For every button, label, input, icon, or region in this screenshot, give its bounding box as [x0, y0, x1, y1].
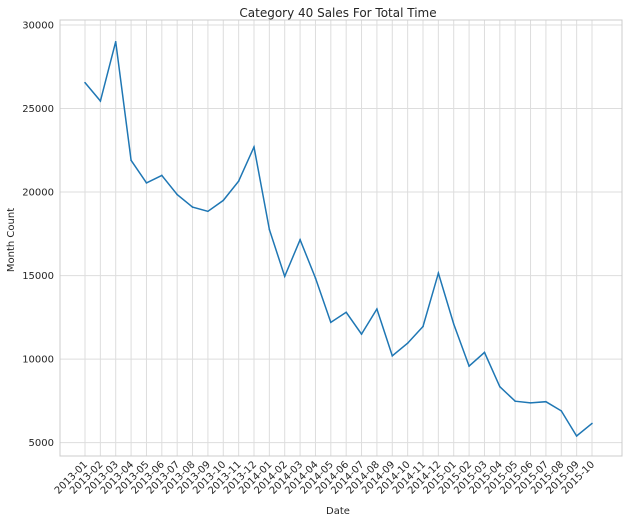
data-point	[84, 81, 86, 84]
data-point	[191, 206, 194, 208]
data-point	[114, 40, 117, 43]
y-tick-label: 30000	[22, 21, 54, 32]
data-point	[591, 422, 593, 425]
data-point	[483, 351, 486, 354]
y-tick-label: 25000	[22, 104, 54, 115]
x-axis-ticks: 2013-012013-022013-032013-042013-052013-…	[53, 459, 597, 496]
data-point	[545, 400, 547, 403]
data-point	[575, 435, 578, 437]
data-point	[145, 182, 148, 184]
x-axis-label: Date	[326, 506, 350, 517]
data-point	[314, 277, 317, 279]
data-point	[499, 385, 501, 388]
data-point	[268, 228, 271, 231]
plot-frame	[59, 19, 623, 457]
series-points	[84, 40, 593, 437]
data-point	[283, 275, 286, 278]
y-tick-label: 20000	[22, 188, 54, 199]
data-point	[514, 400, 516, 403]
data-point	[422, 325, 424, 328]
data-point	[345, 311, 347, 314]
data-point	[406, 342, 409, 345]
data-point	[299, 238, 301, 241]
data-point	[237, 180, 240, 183]
data-point	[207, 210, 209, 213]
series-line	[84, 41, 593, 438]
data-point	[222, 199, 225, 202]
data-point	[437, 272, 440, 274]
data-point	[99, 100, 102, 102]
y-tick-label: 10000	[22, 355, 54, 366]
data-point	[391, 354, 394, 357]
y-axis-ticks: 5000 10000 15000 20000 25000 30000	[22, 21, 54, 450]
data-point	[176, 193, 178, 196]
y-axis-label: Month Count	[6, 208, 17, 272]
data-point	[529, 402, 532, 404]
data-point	[161, 174, 163, 177]
y-tick-label: 5000	[29, 438, 54, 449]
y-tick-label: 15000	[22, 271, 54, 282]
data-point	[452, 323, 455, 325]
data-point	[330, 321, 332, 324]
data-point	[253, 146, 255, 148]
data-point	[130, 159, 132, 162]
data-point	[560, 410, 563, 412]
data-point	[376, 308, 378, 310]
data-point	[360, 333, 363, 335]
data-point	[468, 365, 470, 367]
grid	[60, 20, 622, 456]
chart-title: Category 40 Sales For Total Time	[239, 6, 436, 20]
